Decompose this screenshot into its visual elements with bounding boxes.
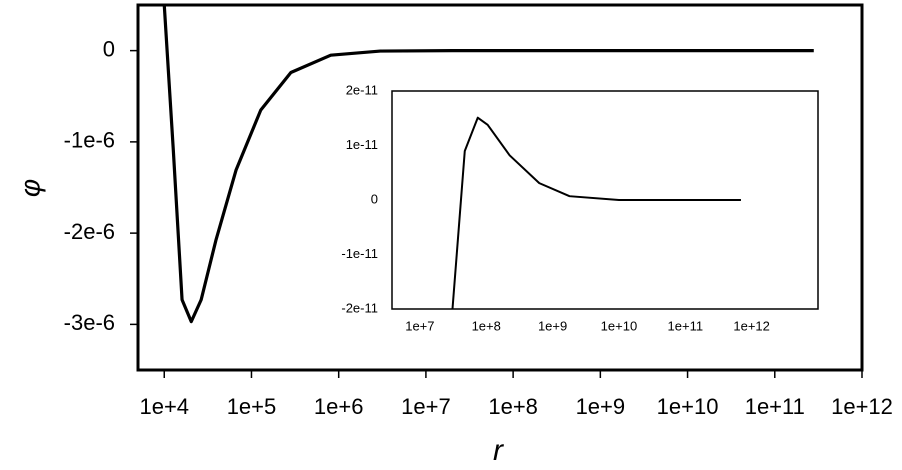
x-tick-label: 1e+12	[733, 318, 770, 333]
x-tick-label: 1e+11	[745, 394, 805, 419]
y-tick-label: -1e-6	[64, 128, 115, 153]
x-tick-label: 1e+11	[668, 318, 704, 333]
x-tick-label: 1e+7	[401, 394, 451, 419]
y-tick-label: -2e-6	[64, 219, 115, 244]
y-tick-label: 0	[371, 191, 378, 206]
x-tick-label: 1e+12	[831, 394, 893, 419]
x-tick-label: 1e+9	[538, 318, 567, 333]
x-tick-label: 1e+5	[227, 394, 277, 419]
data-line	[162, 5, 814, 324]
y-tick-label: -3e-6	[64, 310, 115, 335]
x-tick-label: 1e+6	[314, 394, 364, 419]
x-tick-label: 1e+8	[488, 394, 538, 419]
y-tick-label: -1e-11	[341, 246, 378, 261]
y-tick-label: -2e-11	[341, 300, 378, 315]
x-tick-label: 1e+4	[139, 394, 189, 419]
y-tick-label: 2e-11	[346, 82, 378, 97]
x-tick-label: 1e+7	[405, 318, 434, 333]
x-axis-label: r	[493, 434, 504, 467]
data-line	[451, 116, 741, 309]
x-tick-label: 1e+10	[657, 394, 719, 419]
x-tick-label: 1e+8	[472, 318, 501, 333]
x-tick-label: 1e+10	[601, 318, 638, 333]
y-tick-label: 0	[103, 36, 115, 61]
y-tick-label: 1e-11	[346, 137, 378, 152]
y-axis-label: φ	[14, 179, 45, 197]
x-tick-label: 1e+9	[576, 394, 626, 419]
plot-frame	[391, 90, 819, 310]
